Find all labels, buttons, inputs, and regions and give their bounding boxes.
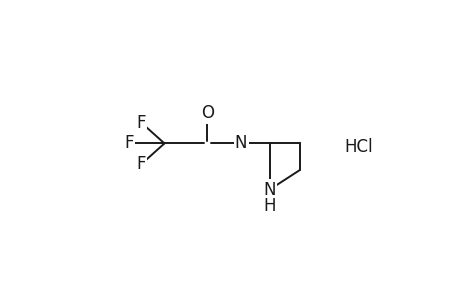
Text: F: F	[136, 114, 146, 132]
Text: N: N	[235, 134, 247, 152]
Text: N: N	[263, 181, 275, 199]
Text: HCl: HCl	[344, 138, 372, 156]
Text: O: O	[200, 104, 213, 122]
Text: F: F	[136, 155, 146, 173]
Text: F: F	[124, 134, 133, 152]
Text: H: H	[263, 197, 275, 215]
